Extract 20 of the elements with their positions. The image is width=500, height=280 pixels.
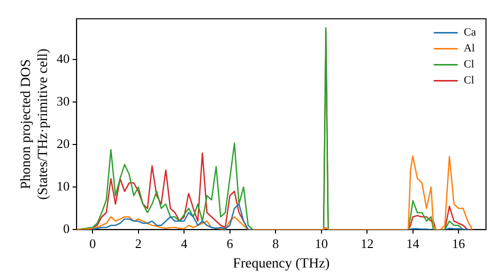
y-tick-label: 0 <box>63 221 70 236</box>
x-tick-label: 6 <box>226 236 234 251</box>
y-axis-title: Phonon projected DOS (States/THz·primitive cell) <box>19 48 51 200</box>
y-tick-label: 30 <box>56 94 70 109</box>
x-tick-label: 16 <box>452 236 466 251</box>
legend-label: Al <box>464 42 475 55</box>
legend-label: Ca <box>464 26 476 39</box>
x-axis-title: Frequency (THz) <box>232 256 330 272</box>
y-tick-label: 40 <box>56 51 70 66</box>
x-tick-label: 4 <box>180 236 188 251</box>
legend-label: Cl <box>464 58 474 71</box>
y-tick-label: 20 <box>56 136 70 152</box>
x-tick-label: 10 <box>314 236 328 251</box>
x-tick-label: 2 <box>135 236 142 251</box>
x-tick-label: 14 <box>406 236 420 251</box>
y-tick-label: 10 <box>56 178 70 194</box>
x-tick-label: 0 <box>89 236 96 251</box>
x-tick-label: 8 <box>272 236 279 251</box>
x-tick-label: 12 <box>360 236 374 251</box>
legend-label: Cl <box>464 74 474 87</box>
